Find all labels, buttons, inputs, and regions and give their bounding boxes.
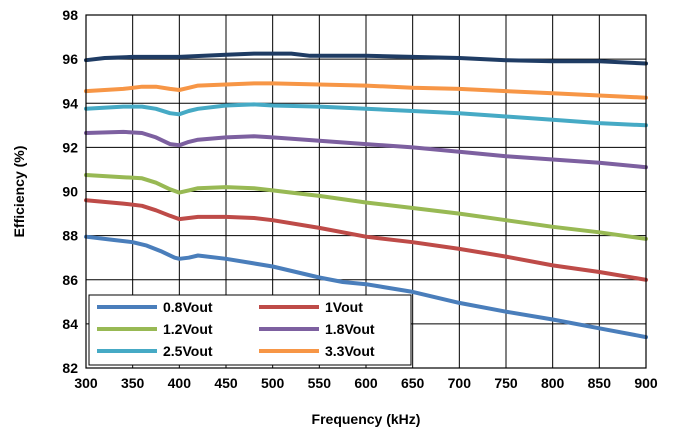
x-tick-label: 550 [308,375,332,391]
y-tick-label: 98 [62,7,78,23]
x-axis-label: Frequency (kHz) [312,411,421,427]
y-tick-label: 86 [62,272,78,288]
x-tick-label: 300 [74,375,98,391]
series-line-0-8vout [84,234,648,340]
series-line-3-3vout [84,81,648,100]
x-tick-label: 350 [121,375,145,391]
series-line-1-8vout [84,129,648,170]
legend-label: 1.2Vout [163,321,213,337]
x-tick-label: 650 [401,375,425,391]
x-tick-label: 450 [214,375,238,391]
legend-label: 0.8Vout [163,299,213,315]
series-line-1vout [84,198,648,282]
y-tick-label: 84 [62,316,78,332]
y-tick-label: 94 [62,95,78,111]
y-axis-label: Efficiency (%) [11,146,27,238]
series-lines [84,51,648,340]
x-tick-label: 800 [541,375,565,391]
x-tick-label: 400 [168,375,192,391]
y-tick-label: 96 [62,51,78,67]
series-line-2-5vout [84,102,648,128]
legend-label: 2.5Vout [163,343,213,359]
y-tick-label: 90 [62,184,78,200]
series-line-1-2vout [84,173,648,241]
legend: 0.8Vout 1Vout 1.2Vout 1.8Vout 2.5Vout 3.3Vout [88,294,412,366]
x-tick-label: 900 [634,375,658,391]
x-tick-label: 700 [448,375,472,391]
plot-frame [85,14,647,369]
y-tick-label: 92 [62,139,78,155]
y-tick-label: 82 [62,360,78,376]
legend-label: 1Vout [325,299,363,315]
x-tick-label: 850 [588,375,612,391]
legend-label: 1.8Vout [325,321,375,337]
legend-label: 3.3Vout [325,343,375,359]
x-tick-label: 600 [354,375,378,391]
x-tick-label: 500 [261,375,285,391]
axes: 82 84 86 88 90 92 94 96 98 300 350 400 450 500 550 600 6… [62,7,657,391]
y-tick-label: 88 [62,228,78,244]
series-line-unlabeled [84,51,648,66]
x-tick-label: 750 [494,375,518,391]
